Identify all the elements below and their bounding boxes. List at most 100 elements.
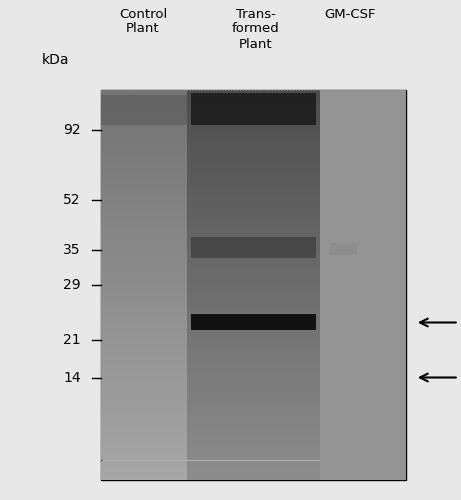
Bar	[187, 390, 320, 394]
Bar	[187, 374, 320, 378]
Bar	[187, 378, 320, 382]
Bar	[101, 215, 187, 218]
Bar	[101, 114, 187, 117]
Bar	[101, 344, 187, 347]
Bar	[101, 320, 187, 324]
Bar	[101, 433, 187, 437]
Bar	[101, 110, 187, 114]
Bar	[187, 328, 320, 332]
Bar	[187, 118, 320, 121]
Bar	[101, 152, 187, 156]
Bar	[101, 371, 187, 374]
Bar	[101, 230, 187, 234]
Bar	[187, 152, 320, 156]
Bar	[101, 211, 187, 215]
Bar	[187, 250, 320, 254]
Bar	[101, 378, 187, 382]
Bar	[187, 293, 320, 296]
Bar	[187, 129, 320, 133]
Bar	[101, 196, 187, 199]
Bar	[187, 468, 320, 472]
Bar	[187, 133, 320, 137]
Bar	[187, 274, 320, 277]
Bar	[187, 406, 320, 410]
Bar	[101, 328, 187, 332]
Bar	[101, 449, 187, 452]
Bar	[101, 382, 187, 386]
Bar	[187, 258, 320, 262]
Bar	[187, 98, 320, 102]
Bar	[187, 125, 320, 129]
Bar	[187, 464, 320, 468]
Bar	[187, 246, 320, 250]
Bar	[187, 110, 320, 114]
Bar	[101, 180, 187, 184]
Bar	[187, 114, 320, 117]
Bar	[101, 476, 187, 480]
Bar	[187, 382, 320, 386]
Bar	[101, 355, 187, 359]
Bar	[101, 456, 187, 460]
Bar	[101, 106, 187, 110]
Bar	[101, 188, 187, 192]
Bar	[187, 460, 320, 464]
Bar	[101, 184, 187, 188]
Bar	[101, 312, 187, 316]
Bar	[191, 238, 316, 258]
Bar	[101, 90, 187, 94]
Bar	[187, 316, 320, 320]
Bar	[187, 449, 320, 452]
Bar	[187, 188, 320, 192]
Bar	[191, 92, 316, 125]
Bar	[187, 285, 320, 289]
Bar	[101, 270, 187, 274]
Bar	[101, 192, 187, 196]
Text: Control
Plant: Control Plant	[119, 8, 167, 36]
Text: 35: 35	[63, 243, 81, 257]
Bar	[101, 274, 187, 277]
Bar	[101, 468, 187, 472]
Bar	[101, 199, 187, 203]
Bar	[187, 324, 320, 328]
Bar	[101, 406, 187, 410]
Bar	[101, 332, 187, 336]
Bar	[101, 300, 187, 304]
Bar	[101, 281, 187, 285]
Bar	[101, 441, 187, 445]
Bar	[101, 246, 187, 250]
Bar	[187, 437, 320, 441]
Bar	[187, 196, 320, 199]
Bar	[330, 242, 357, 255]
Bar	[101, 238, 187, 242]
Bar	[101, 203, 187, 207]
Bar	[101, 340, 187, 344]
Bar	[101, 445, 187, 449]
Bar	[187, 160, 320, 164]
Bar	[187, 94, 320, 98]
Bar	[187, 348, 320, 352]
Bar	[101, 452, 187, 456]
Bar	[187, 340, 320, 344]
Bar	[101, 374, 187, 378]
Bar	[101, 359, 187, 363]
Bar	[187, 207, 320, 211]
Bar	[187, 226, 320, 230]
Bar	[187, 344, 320, 347]
Text: GM-CSF: GM-CSF	[325, 8, 376, 20]
Bar	[187, 402, 320, 406]
Bar	[187, 332, 320, 336]
Bar	[187, 168, 320, 172]
Bar	[187, 172, 320, 176]
Bar	[187, 304, 320, 308]
Bar	[187, 476, 320, 480]
Bar	[187, 137, 320, 140]
Bar	[101, 430, 187, 433]
Bar	[101, 125, 187, 129]
Bar	[101, 226, 187, 230]
Bar	[101, 363, 187, 367]
Bar	[187, 254, 320, 258]
Bar	[101, 472, 187, 476]
Bar	[101, 367, 187, 371]
Bar	[187, 308, 320, 312]
Bar	[101, 386, 187, 390]
